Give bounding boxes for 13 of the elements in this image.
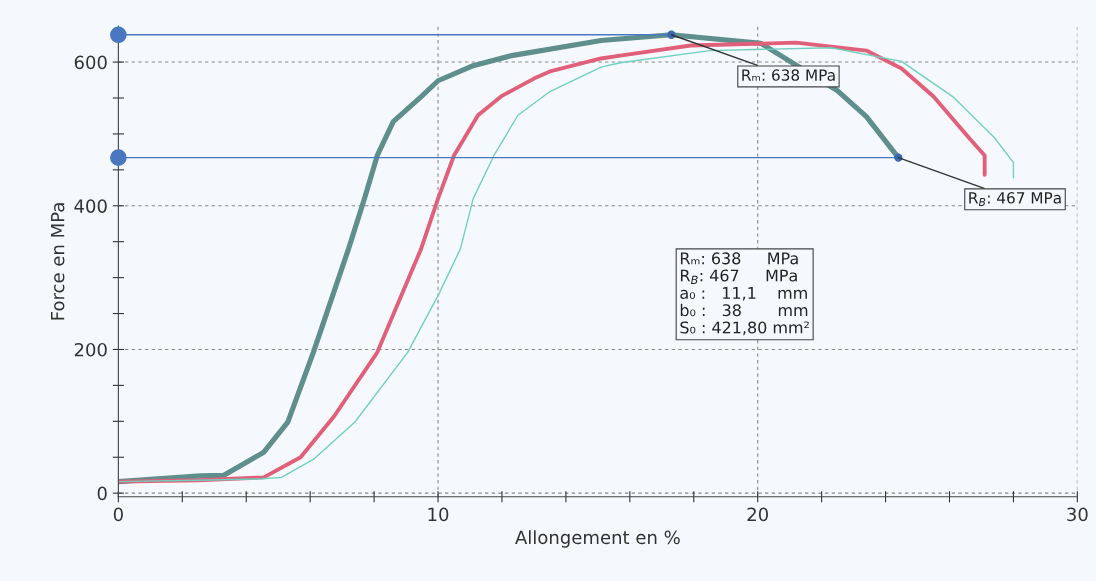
x-axis-title: Allongement en % bbox=[515, 530, 680, 548]
y-tick-label: 0 bbox=[97, 486, 107, 501]
annotation: R$_{B}$: 467 MPa bbox=[969, 192, 1061, 206]
y-axis-title: Force en MPa bbox=[51, 203, 65, 320]
x-tick-label: 20 bbox=[747, 507, 768, 522]
y-tick-label: 600 bbox=[74, 55, 107, 70]
annotation: Rₘ: 638 MPa bbox=[742, 69, 835, 81]
x-tick-label: 0 bbox=[113, 507, 123, 522]
y-tick-label: 400 bbox=[74, 199, 107, 213]
x-tick-label: 30 bbox=[1067, 507, 1088, 522]
x-tick-label: 10 bbox=[428, 507, 449, 522]
y-tick-label: 200 bbox=[74, 342, 107, 357]
annotation: Rₘ: 638 MPa R$_{B}$: 467 MPa a₀ : 11,1 mm b₀ : 38 mm S₀ : 421,80 mm² bbox=[680, 252, 809, 336]
